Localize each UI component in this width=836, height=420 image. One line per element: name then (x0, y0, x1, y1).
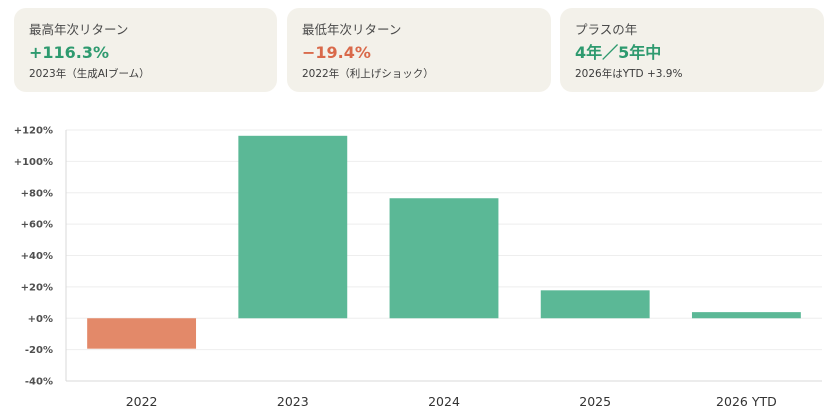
y-tick-label: +40% (21, 251, 53, 262)
y-tick-label: +60% (21, 220, 53, 231)
bar-2026-ytd[interactable] (691, 312, 801, 319)
y-tick-label: -20% (25, 345, 53, 356)
card-value: −19.4% (302, 43, 371, 62)
bar-2023[interactable] (238, 135, 348, 319)
bar-2025[interactable] (540, 290, 650, 319)
card-lowest-return: 最低年次リターン −19.4% 2022年（利上げショック） (287, 8, 551, 92)
x-tick-label: 2024 (428, 394, 460, 409)
bar-2022[interactable] (87, 318, 197, 349)
card-positive-years: プラスの年 4年／5年中 2026年はYTD +3.9% (560, 8, 824, 92)
card-value: 4年／5年中 (575, 43, 662, 62)
card-note: 2023年（生成AIブーム） (29, 68, 150, 80)
y-tick-label: +20% (21, 282, 53, 293)
y-tick-label: -40% (25, 377, 53, 388)
card-value: +116.3% (29, 43, 110, 62)
card-label: 最高年次リターン (29, 22, 129, 37)
card-highest-return: 最高年次リターン +116.3% 2023年（生成AIブーム） (14, 8, 277, 92)
y-tick-label: +100% (14, 157, 53, 168)
y-tick-label: +80% (21, 188, 53, 199)
x-tick-label: 2025 (579, 394, 611, 409)
x-tick-label: 2026 YTD (716, 394, 777, 409)
y-tick-label: +120% (14, 126, 53, 137)
bars (87, 135, 801, 349)
card-note: 2026年はYTD +3.9% (575, 68, 683, 80)
axes: +120% +100% +80% +60% +40% +20% +0% -20% -40% 202… (14, 126, 822, 409)
x-tick-label: 2022 (126, 394, 158, 409)
card-label: プラスの年 (575, 22, 638, 37)
card-note: 2022年（利上げショック） (302, 68, 434, 80)
y-tick-label: +0% (28, 314, 53, 325)
x-tick-label: 2023 (277, 394, 309, 409)
card-label: 最低年次リターン (302, 22, 402, 37)
bar-2024[interactable] (389, 198, 499, 319)
